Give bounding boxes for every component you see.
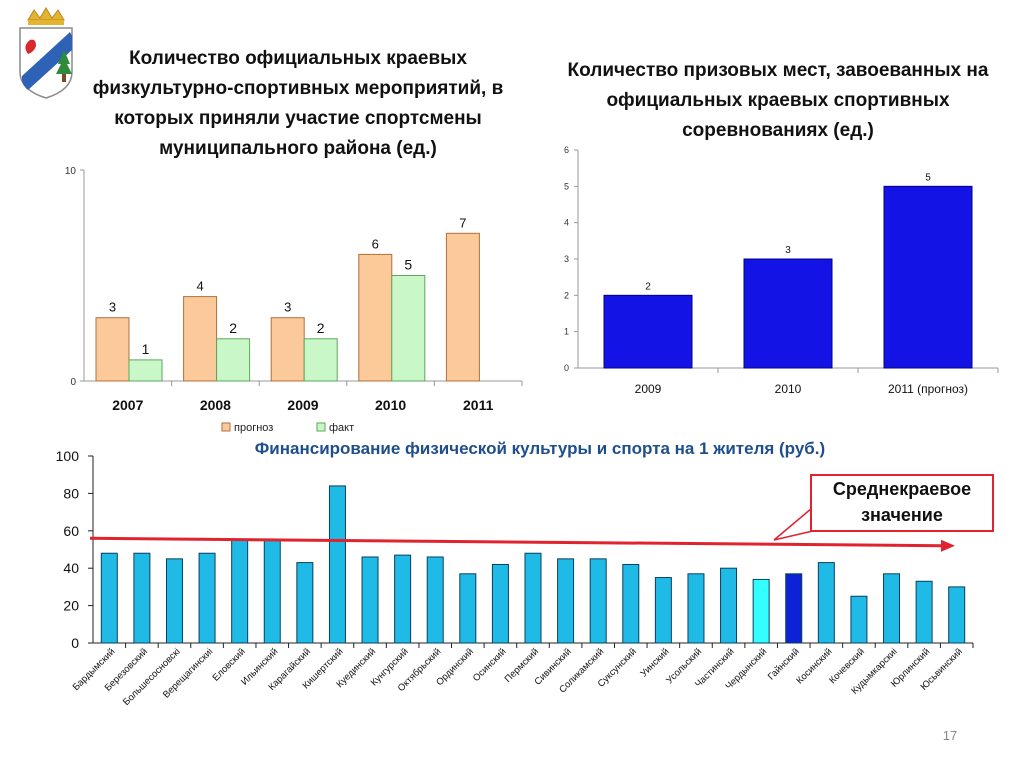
data-label: 3 — [785, 245, 791, 256]
x-tick-label: 2008 — [200, 397, 231, 413]
y-tick-label: 10 — [65, 166, 77, 177]
bar — [491, 563, 509, 644]
data-label: 5 — [404, 257, 412, 273]
y-tick-label: 5 — [564, 181, 569, 191]
bar-forecast — [270, 317, 305, 382]
chart1-title: Количество официальных краевых физкульту… — [92, 48, 504, 159]
data-label: 6 — [372, 236, 379, 251]
x-tick-label: 2009 — [287, 397, 318, 413]
bar — [100, 552, 118, 644]
average-value-callout: Среднекраевое значение — [810, 474, 994, 532]
bar — [622, 563, 640, 644]
chart2-title: Количество призовых мест, завоеванных на… — [567, 60, 989, 141]
bar-forecast — [95, 317, 130, 382]
data-label: 4 — [196, 279, 203, 294]
data-label: 5 — [925, 172, 931, 183]
data-label: 3 — [109, 300, 116, 315]
data-label: 1 — [142, 341, 150, 357]
data-label: 2 — [229, 320, 237, 336]
bar-fact — [303, 338, 338, 382]
bar — [883, 573, 901, 644]
x-tick-label: 2010 — [375, 397, 406, 413]
x-tick-label: Большесосновскі — [121, 646, 183, 708]
bar — [603, 294, 693, 369]
bar-forecast — [183, 296, 218, 382]
y-tick-label: 0 — [71, 635, 79, 651]
bar — [850, 595, 868, 644]
y-tick-label: 4 — [564, 218, 569, 228]
bar-forecast — [445, 232, 480, 382]
y-tick-label: 3 — [564, 254, 569, 264]
x-tick-label: 2007 — [112, 397, 143, 413]
page-number: 17 — [942, 728, 958, 743]
bar — [915, 580, 933, 644]
x-tick-label: Уинский — [638, 646, 671, 679]
legend-label: факт — [329, 422, 354, 434]
bar-fact — [216, 338, 251, 382]
y-tick-label: 6 — [564, 145, 569, 155]
y-tick-label: 0 — [564, 363, 569, 373]
y-tick-label: 60 — [63, 523, 79, 539]
x-tick-label: 2011 (прогноз) — [888, 382, 968, 396]
y-tick-label: 40 — [63, 560, 79, 576]
bar — [654, 577, 672, 644]
bar — [720, 567, 738, 644]
bar-fact — [128, 359, 163, 382]
bar — [165, 558, 183, 644]
bar — [589, 558, 607, 644]
bar — [687, 573, 705, 644]
bar — [817, 562, 835, 644]
average-line — [89, 536, 944, 548]
x-tick-label: 2009 — [635, 382, 662, 396]
bar — [948, 586, 966, 644]
bar — [198, 552, 216, 644]
bar — [133, 552, 151, 644]
bar — [557, 558, 575, 644]
bar — [883, 185, 973, 369]
bar-fact — [391, 275, 426, 382]
bar-forecast — [358, 253, 393, 382]
bar — [752, 578, 770, 644]
legend-swatch — [221, 422, 231, 432]
events-chart: 0 10 3 1 2007 4 2 2008 3 2 2009 6 5 2010 7 2011 прогноз ф… — [65, 166, 523, 434]
y-tick-label: 20 — [63, 598, 79, 614]
bar — [524, 552, 542, 644]
y-tick-label: 0 — [70, 377, 76, 388]
legend-label: прогноз — [234, 422, 273, 434]
data-label: 2 — [317, 320, 325, 336]
bar — [231, 539, 249, 644]
y-tick-label: 1 — [564, 327, 569, 337]
legend-swatch — [316, 422, 326, 432]
average-line-arrowhead — [941, 539, 955, 552]
bar — [263, 539, 281, 644]
funding-chart: 020406080100БардымскийБерезовскийБольшес… — [56, 448, 974, 708]
data-label: 3 — [284, 300, 291, 315]
bar — [785, 573, 803, 644]
bar — [426, 556, 444, 644]
y-tick-label: 80 — [63, 485, 79, 501]
y-tick-label: 100 — [56, 448, 80, 464]
chart3-title: Финансирование физической культуры и спо… — [254, 439, 826, 458]
prize-places-chart: 0 1 2 3 4 5 6 2 2009 3 2010 5 2011 (прогноз) — [564, 145, 999, 396]
bar — [296, 562, 314, 644]
bar — [743, 258, 833, 369]
x-tick-label: 2010 — [775, 382, 802, 396]
bar — [459, 573, 477, 644]
bar — [328, 485, 346, 644]
bar — [361, 556, 379, 644]
bar — [394, 554, 412, 644]
data-label: 7 — [459, 215, 466, 230]
y-tick-label: 2 — [564, 290, 569, 300]
coat-of-arms-icon — [19, 7, 73, 99]
x-tick-label: 2011 — [463, 397, 494, 413]
data-label: 2 — [645, 281, 651, 292]
